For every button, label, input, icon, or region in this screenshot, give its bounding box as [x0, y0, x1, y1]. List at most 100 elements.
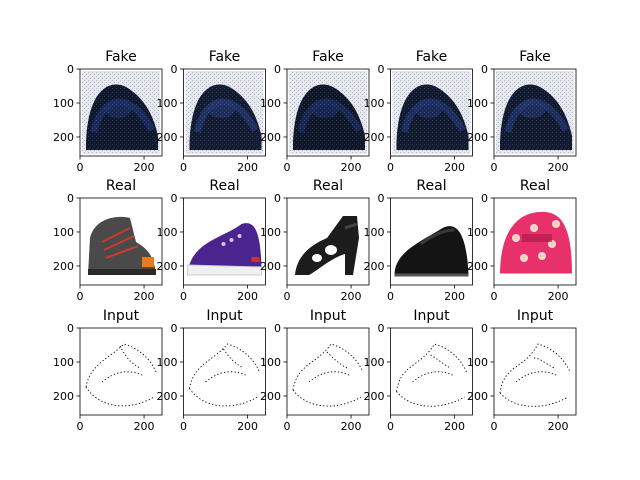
subplot-fake-4: Fake 0 200 0 100 200: [364, 49, 473, 174]
y-tick-label: 100: [157, 356, 178, 369]
subplot-real-2: Real 0 200 0 100 200: [157, 178, 266, 303]
axes-frame: [183, 197, 266, 286]
x-tick-label: 200: [548, 290, 569, 303]
y-tick-label: 200: [467, 131, 488, 144]
shoe-edge-sketch-icon: [80, 328, 162, 415]
y-tick-label: 200: [260, 260, 281, 273]
y-tick-label: 200: [467, 390, 488, 403]
y-tick-label: 0: [378, 192, 385, 205]
x-tick-label: 0: [387, 290, 394, 303]
y-tick-label: 200: [467, 260, 488, 273]
axes-frame: [493, 68, 577, 157]
black-loafer-icon: [390, 198, 473, 285]
subplot-title: Fake: [209, 49, 241, 65]
y-tick-label: 0: [67, 63, 74, 76]
x-tick-label: 0: [491, 290, 498, 303]
x-tick-label: 200: [341, 161, 362, 174]
y-tick-label: 0: [378, 63, 385, 76]
x-tick-label: 200: [237, 290, 258, 303]
x-tick-label: 0: [491, 161, 498, 174]
axes-frame: [390, 197, 473, 286]
subplot-title: Real: [209, 178, 239, 194]
subplot-title: Input: [206, 308, 243, 324]
x-tick-label: 200: [444, 420, 465, 433]
y-tick-label: 100: [53, 356, 74, 369]
shoe-edge-sketch-icon: [494, 328, 576, 415]
grey-hiking-boot-icon: [80, 198, 162, 285]
axes-frame: [79, 197, 163, 286]
y-tick-label: 100: [467, 356, 488, 369]
axes-frame: [79, 68, 163, 157]
y-tick-label: 0: [67, 322, 74, 335]
y-tick-label: 0: [378, 322, 385, 335]
subplot-title: Input: [103, 308, 140, 324]
x-tick-label: 200: [237, 420, 258, 433]
y-tick-label: 100: [157, 97, 178, 110]
fake-generated-shoe-icon: [183, 69, 266, 156]
y-tick-label: 200: [260, 390, 281, 403]
x-tick-label: 0: [491, 420, 498, 433]
subplot-fake-5: Fake 0 200 0 100 200: [467, 49, 577, 174]
y-tick-label: 200: [364, 260, 385, 273]
fake-generated-shoe-icon: [80, 69, 162, 156]
y-tick-label: 0: [171, 192, 178, 205]
subplot-real-4: Real 0 200 0 100 200: [364, 178, 473, 303]
x-tick-label: 200: [134, 420, 155, 433]
shoe-edge-sketch-icon: [390, 328, 473, 415]
x-tick-label: 0: [180, 290, 187, 303]
y-tick-label: 0: [274, 63, 281, 76]
y-tick-label: 0: [171, 322, 178, 335]
axes-frame: [286, 68, 370, 157]
x-tick-label: 200: [548, 420, 569, 433]
subplot-input-3: Input 0 200 0 100 200: [260, 308, 370, 433]
y-tick-label: 200: [53, 260, 74, 273]
y-tick-label: 200: [157, 260, 178, 273]
x-tick-label: 0: [284, 290, 291, 303]
black-cutout-heel-icon: [287, 198, 369, 285]
y-tick-label: 0: [67, 192, 74, 205]
y-tick-label: 200: [260, 131, 281, 144]
subplot-title: Fake: [416, 49, 448, 65]
y-tick-label: 100: [53, 97, 74, 110]
y-tick-label: 100: [467, 97, 488, 110]
fake-generated-shoe-icon: [287, 69, 369, 156]
subplot-title: Input: [413, 308, 450, 324]
y-tick-label: 100: [260, 356, 281, 369]
y-tick-label: 0: [481, 63, 488, 76]
x-tick-label: 0: [284, 420, 291, 433]
y-tick-label: 100: [364, 356, 385, 369]
y-tick-label: 100: [364, 226, 385, 239]
x-tick-label: 200: [341, 420, 362, 433]
y-tick-label: 100: [157, 226, 178, 239]
subplot-title: Input: [310, 308, 347, 324]
fake-generated-shoe-icon: [390, 69, 473, 156]
x-tick-label: 200: [444, 290, 465, 303]
x-tick-label: 200: [548, 161, 569, 174]
pink-floral-baby-shoe-icon: [494, 198, 576, 285]
y-tick-label: 0: [274, 192, 281, 205]
y-tick-label: 0: [481, 322, 488, 335]
y-tick-label: 200: [157, 390, 178, 403]
axes-frame: [390, 68, 473, 157]
y-tick-label: 100: [364, 97, 385, 110]
subplot-input-1: Input 0 200 0 100 200: [53, 308, 163, 433]
y-tick-label: 100: [467, 226, 488, 239]
x-tick-label: 0: [77, 420, 84, 433]
fake-generated-shoe-icon: [494, 69, 576, 156]
y-tick-label: 200: [53, 131, 74, 144]
x-tick-label: 200: [237, 161, 258, 174]
y-tick-label: 100: [260, 226, 281, 239]
x-tick-label: 0: [387, 420, 394, 433]
x-tick-label: 200: [134, 161, 155, 174]
subplot-input-4: Input 0 200 0 100 200: [364, 308, 473, 433]
x-tick-label: 200: [341, 290, 362, 303]
y-tick-label: 0: [481, 192, 488, 205]
axes-frame: [390, 327, 473, 416]
subplot-fake-3: Fake 0 200 0 100 200: [260, 49, 370, 174]
y-tick-label: 0: [274, 322, 281, 335]
subplot-fake-1: Fake 0 200 0 100 200: [53, 49, 163, 174]
axes-frame: [183, 327, 266, 416]
axes-frame: [183, 68, 266, 157]
subplot-title: Fake: [312, 49, 344, 65]
